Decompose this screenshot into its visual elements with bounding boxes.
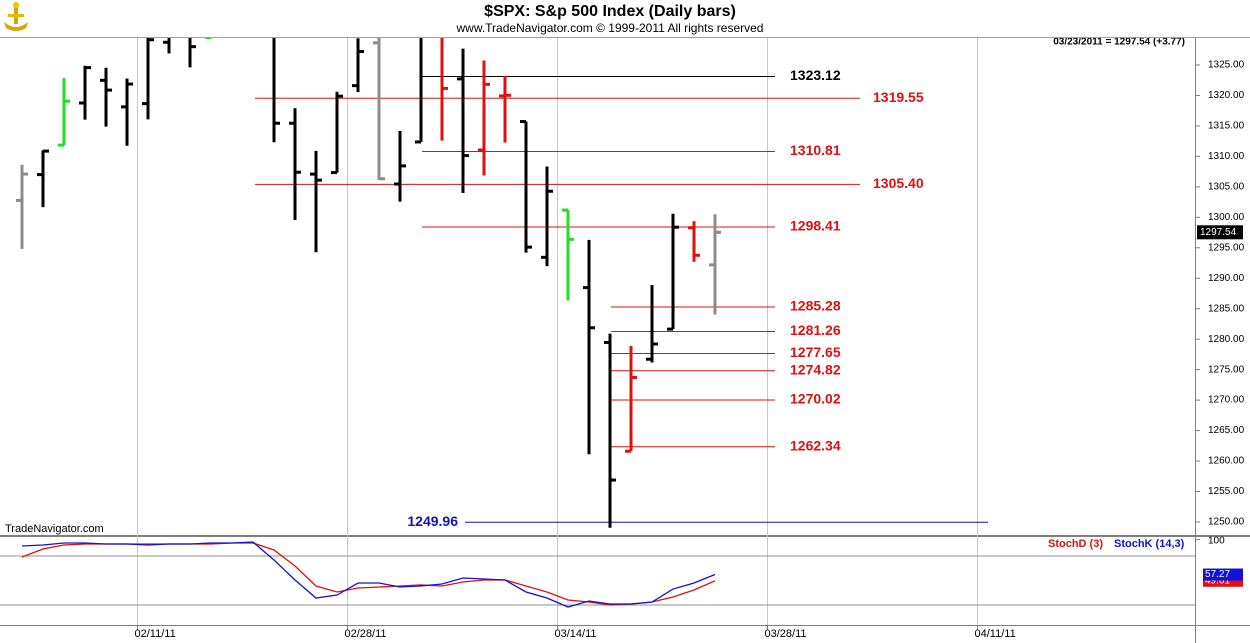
x-tick-label: 02/11/11 <box>135 628 176 640</box>
y-tick-label: 1285.00 <box>1208 303 1245 314</box>
price-tag <box>1197 225 1243 240</box>
y-tick-label: 1305.00 <box>1208 181 1245 192</box>
y-tick-label: 1310.00 <box>1208 151 1245 162</box>
x-tick-label: 03/14/11 <box>555 628 597 640</box>
level-label: 1298.41 <box>790 218 841 234</box>
y-tick-label: 1320.00 <box>1208 90 1245 101</box>
level-label: 1285.28 <box>790 298 841 314</box>
x-tick-label: 04/11/11 <box>975 628 1016 640</box>
level-label: 1323.12 <box>790 67 841 83</box>
x-tick-label: 02/28/11 <box>345 628 387 640</box>
chart-title: $SPX: S&p 500 Index (Daily bars) <box>484 3 736 20</box>
y-tick-label: 1270.00 <box>1208 395 1245 406</box>
watermark: TradeNavigator.com <box>5 523 104 535</box>
level-label: 1262.34 <box>790 437 841 453</box>
stoch-line <box>21 541 716 608</box>
y-tick-label: 1280.00 <box>1208 334 1245 345</box>
quote: 03/23/2011 = 1297.54 (+3.77) <box>1053 37 1185 48</box>
y-tick-label: 100 <box>1208 535 1225 546</box>
y-tick-label: 1315.00 <box>1208 121 1245 132</box>
level-label: 1249.96 <box>407 513 458 529</box>
y-tick-label: 1290.00 <box>1208 273 1245 284</box>
chart-subtitle: www.TradeNavigator.com © 1999-2011 All r… <box>456 21 764 35</box>
value-tag-label: 49.61 <box>1205 575 1230 586</box>
level-label: 1281.26 <box>790 322 841 338</box>
y-tick-label: 1275.00 <box>1208 364 1245 375</box>
level-label: 1277.65 <box>790 344 841 360</box>
level-label: 1319.55 <box>873 89 924 105</box>
y-tick-label: 1250.00 <box>1208 517 1245 528</box>
value-tag <box>1203 568 1243 581</box>
value-tag-label: 57.27 <box>1205 569 1230 580</box>
level-label: 1305.40 <box>873 175 924 191</box>
y-tick-label: 1295.00 <box>1208 242 1245 253</box>
level-label: 1274.82 <box>790 361 841 377</box>
y-tick-label: 1325.00 <box>1208 60 1245 71</box>
legend-label: StochD (3) <box>1048 538 1103 550</box>
y-tick-label: 1255.00 <box>1208 486 1245 497</box>
x-tick-label: 03/28/11 <box>765 628 807 640</box>
legend-label: StochK (14,3) <box>1114 538 1185 550</box>
level-label: 1270.02 <box>790 391 841 407</box>
bars <box>16 38 721 528</box>
logo <box>4 2 28 31</box>
y-tick-label: 1300.00 <box>1208 212 1245 223</box>
lines <box>21 541 716 608</box>
level-label: 1310.81 <box>790 142 841 158</box>
price-tag-label: 1297.54 <box>1200 227 1237 238</box>
y-tick-label: 1260.00 <box>1208 456 1245 467</box>
y-tick-label: 1265.00 <box>1208 425 1245 436</box>
